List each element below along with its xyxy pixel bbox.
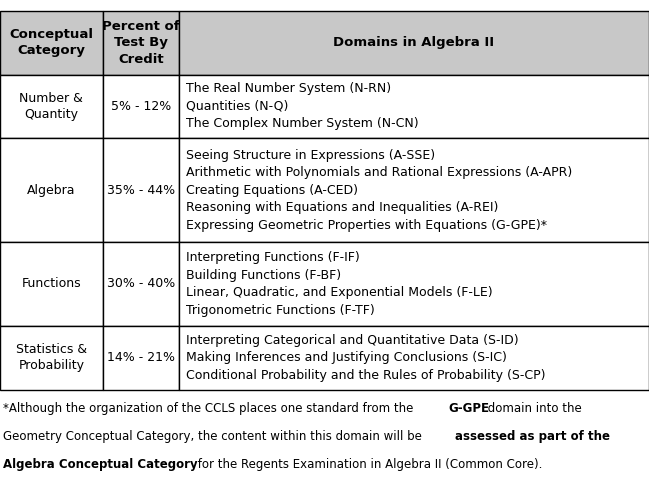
Text: Functions: Functions: [21, 278, 81, 290]
Text: domain into the: domain into the: [484, 402, 582, 415]
Text: *Although the organization of the CCLS places one standard from the: *Although the organization of the CCLS p…: [3, 402, 417, 415]
Text: Seeing Structure in Expressions (A-SSE)
Arithmetic with Polynomials and Rational: Seeing Structure in Expressions (A-SSE) …: [186, 149, 572, 232]
Text: Interpreting Functions (F-IF)
Building Functions (F-BF)
Linear, Quadratic, and E: Interpreting Functions (F-IF) Building F…: [186, 251, 492, 317]
Text: Interpreting Categorical and Quantitative Data (S-ID)
Making Inferences and Just: Interpreting Categorical and Quantitativ…: [186, 334, 545, 382]
Text: Domains in Algebra II: Domains in Algebra II: [334, 36, 495, 49]
Bar: [0, 242, 103, 326]
Text: Geometry Conceptual Category, the content within this domain will be: Geometry Conceptual Category, the conten…: [3, 430, 425, 443]
Text: for the Regents Examination in Algebra II (Common Core).: for the Regents Examination in Algebra I…: [194, 458, 542, 471]
Text: Algebra: Algebra: [27, 184, 75, 197]
Bar: [103, 138, 179, 242]
Text: 14% - 21%: 14% - 21%: [107, 351, 175, 364]
Bar: [0, 138, 103, 242]
Bar: [179, 326, 649, 390]
Text: assessed as part of the: assessed as part of the: [455, 430, 609, 443]
Bar: [179, 242, 649, 326]
Bar: [103, 11, 179, 75]
Text: Percent of
Test By
Credit: Percent of Test By Credit: [102, 19, 180, 66]
Text: 35% - 44%: 35% - 44%: [107, 184, 175, 197]
Bar: [179, 75, 649, 138]
Bar: [0, 326, 103, 390]
Bar: [0, 75, 103, 138]
Text: Number &
Quantity: Number & Quantity: [19, 92, 83, 121]
Text: 5% - 12%: 5% - 12%: [111, 100, 171, 113]
Bar: [103, 242, 179, 326]
Text: 30% - 40%: 30% - 40%: [106, 278, 175, 290]
Bar: [179, 138, 649, 242]
Text: Algebra Conceptual Category: Algebra Conceptual Category: [3, 458, 197, 471]
Text: G-GPE: G-GPE: [448, 402, 489, 415]
Text: Conceptual
Category: Conceptual Category: [9, 28, 93, 57]
Text: Statistics &
Probability: Statistics & Probability: [16, 343, 87, 373]
Text: The Real Number System (N-RN)
Quantities (N-Q)
The Complex Number System (N-CN): The Real Number System (N-RN) Quantities…: [186, 82, 418, 131]
Bar: [103, 326, 179, 390]
Bar: [0, 11, 103, 75]
Bar: [103, 75, 179, 138]
Bar: [179, 11, 649, 75]
